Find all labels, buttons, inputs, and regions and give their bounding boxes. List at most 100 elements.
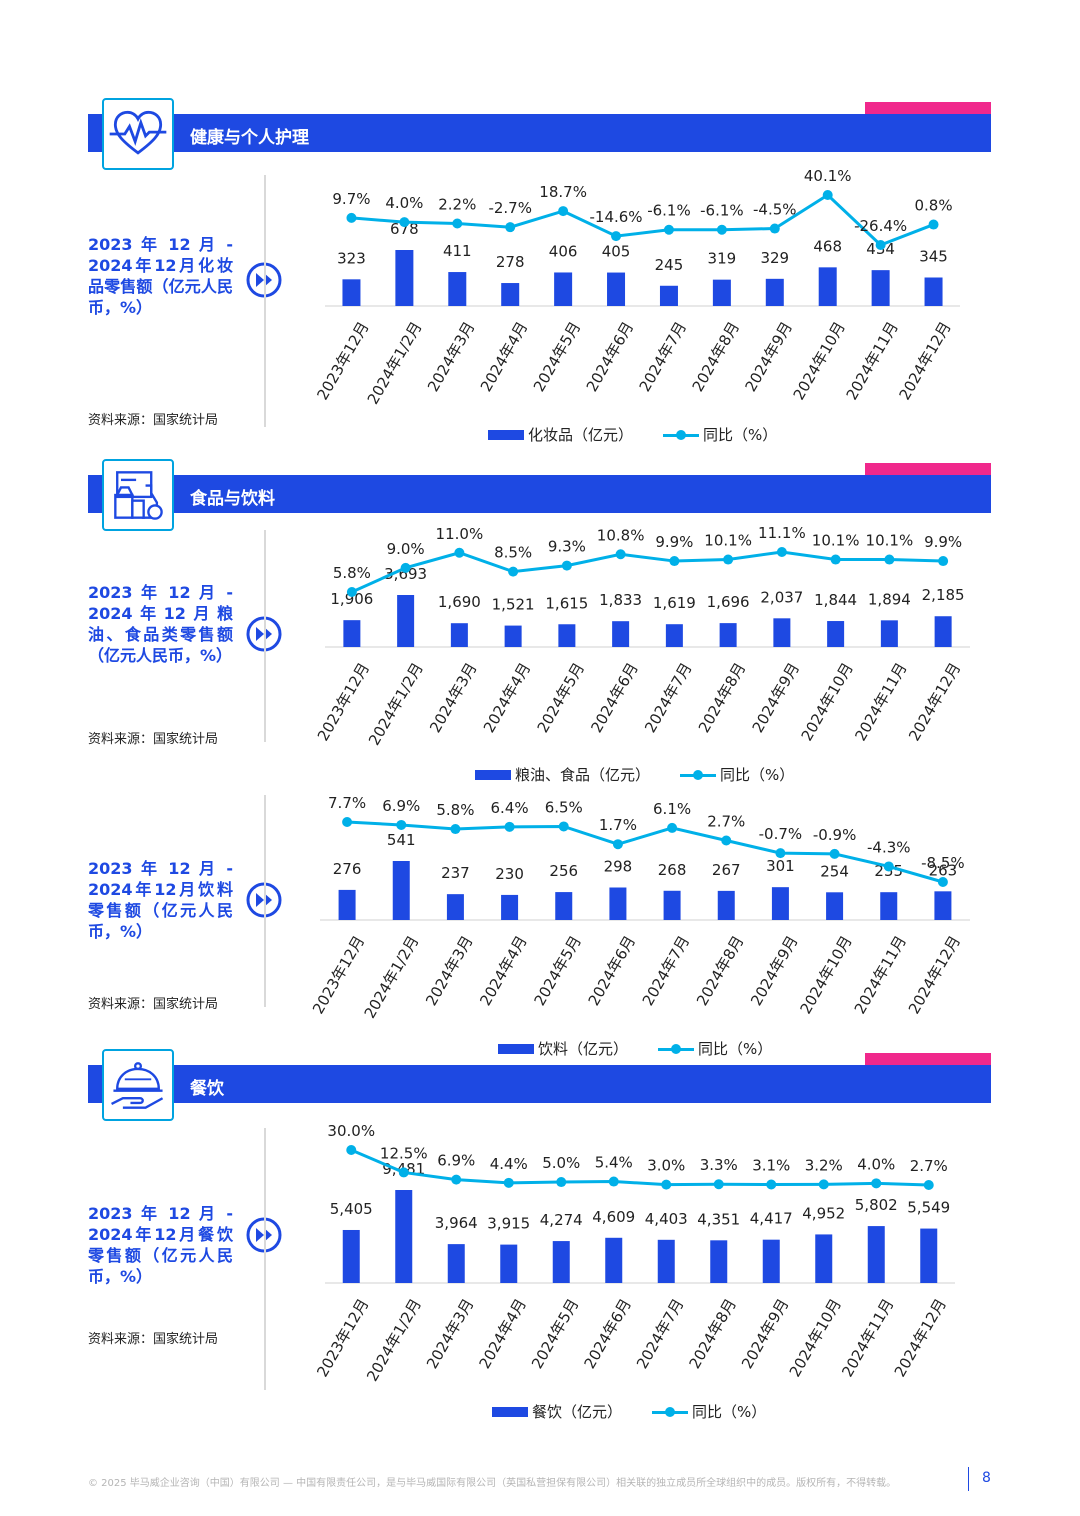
bar-value-label: 263	[929, 861, 958, 879]
bar-value-label: 256	[549, 862, 578, 880]
x-tick-label: 2024年10月	[798, 660, 857, 745]
legend-line-label: 同比（%）	[720, 766, 795, 784]
yoy-point	[723, 554, 734, 565]
bar	[924, 277, 943, 306]
yoy-point	[721, 835, 732, 846]
bar	[762, 1239, 780, 1283]
x-tick-label: 2024年6月	[583, 319, 637, 395]
x-tick-label: 2024年11月	[838, 1296, 897, 1381]
yoy-value-label: 1.7%	[599, 816, 637, 834]
chart-svg: 3236784112784064052453193294684343459.7%…	[313, 167, 960, 408]
bar	[826, 892, 844, 920]
bar	[663, 890, 681, 920]
yoy-value-label: 8.5%	[494, 544, 532, 562]
data-source: 资料来源：国家统计局	[88, 413, 219, 428]
bar	[717, 890, 735, 920]
bar-value-label: 1,844	[814, 591, 857, 609]
yoy-point	[766, 1179, 777, 1190]
divider	[264, 795, 266, 1007]
yoy-value-label: 30.0%	[327, 1122, 375, 1140]
bar-value-label: 4,351	[697, 1210, 740, 1228]
x-tick-label: 2024年4月	[480, 660, 534, 736]
yoy-point	[661, 1179, 672, 1190]
x-tick-label: 2024年3月	[426, 660, 480, 736]
yoy-point	[716, 224, 727, 235]
x-tick-label: 2024年8月	[685, 1296, 739, 1372]
yoy-value-label: 5.0%	[542, 1154, 580, 1172]
yoy-point	[829, 848, 840, 859]
legend-bar-swatch	[475, 769, 511, 780]
yoy-point	[505, 222, 516, 233]
bar-value-label: 237	[441, 864, 470, 882]
chart-description-beverage: 2023 年 12 月 - 2024年12月饮料零售额（亿元人民币，%）	[88, 859, 233, 941]
yoy-point	[883, 861, 894, 872]
yoy-line	[351, 193, 935, 247]
legend-item-line: 同比（%）	[658, 1038, 772, 1059]
bar	[501, 894, 519, 920]
bar-value-label: 411	[443, 242, 472, 260]
yoy-point	[775, 848, 786, 859]
cloche-icon	[102, 1049, 174, 1121]
legend-item-line: 同比（%）	[652, 1401, 766, 1422]
x-tick-label: 2024年8月	[693, 933, 747, 1009]
yoy-value-label: 9.0%	[387, 540, 425, 558]
yoy-value-label: 10.1%	[704, 532, 752, 550]
bar-value-label: 1,906	[330, 590, 373, 608]
bar	[612, 621, 630, 647]
x-tick-label: 2023年12月	[314, 660, 373, 745]
yoy-value-label: 40.1%	[804, 167, 852, 185]
x-tick-label: 2023年12月	[313, 1296, 372, 1381]
divider	[264, 175, 266, 427]
yoy-value-label: -8.5%	[921, 854, 965, 872]
x-tick-label: 2024年5月	[534, 660, 588, 736]
yoy-value-label: 3.0%	[647, 1157, 685, 1175]
yoy-value-label: 4.0%	[857, 1155, 895, 1173]
yoy-value-label: 5.4%	[595, 1154, 633, 1172]
yoy-value-label: 11.1%	[758, 524, 806, 542]
yoy-point	[556, 1177, 567, 1188]
x-tick-label: 2023年12月	[313, 319, 372, 404]
yoy-value-label: 5.8%	[436, 801, 474, 819]
x-tick-label: 2024年12月	[905, 660, 964, 745]
x-tick-label: 2024年4月	[475, 1296, 529, 1372]
bar	[880, 892, 898, 920]
legend-line-swatch	[663, 428, 700, 442]
yoy-value-label: 10.1%	[812, 532, 860, 550]
legend-line-label: 同比（%）	[692, 1403, 767, 1421]
section-band-food	[88, 475, 991, 513]
bar	[765, 278, 784, 306]
bar	[343, 620, 361, 647]
legend-line-swatch	[652, 1405, 689, 1419]
legend-item-bar: 粮油、食品（亿元）	[475, 764, 650, 785]
yoy-point	[615, 549, 626, 560]
bar-value-label: 323	[337, 249, 366, 267]
x-tick-label: 2024年7月	[633, 1296, 687, 1372]
yoy-line	[350, 1148, 929, 1187]
legend-bar-swatch	[488, 429, 524, 440]
bar	[450, 623, 468, 647]
bar	[609, 887, 627, 920]
bar-value-label: 268	[658, 861, 687, 879]
data-source: 资料来源：国家统计局	[88, 1332, 219, 1347]
yoy-value-label: 2.7%	[707, 813, 745, 831]
bar-value-label: 276	[333, 860, 362, 878]
legend-grain: 粮油、食品（亿元） 同比（%）	[475, 764, 816, 785]
x-tick-label: 2024年7月	[639, 933, 693, 1009]
bar-value-label: 4,417	[750, 1210, 793, 1228]
yoy-value-label: 3.1%	[752, 1156, 790, 1174]
yoy-point	[342, 817, 353, 827]
x-tick-label: 2024年9月	[738, 1296, 792, 1372]
chart-grain-food: 1,906 3,693 1,690 1,521 1,615 1,833 1,619 1,696…	[300, 524, 980, 749]
bar	[392, 861, 410, 920]
bar	[558, 624, 576, 647]
x-tick-label: 2024年9月	[742, 319, 796, 395]
legend-item-bar: 饮料（亿元）	[498, 1038, 628, 1059]
yoy-point	[451, 1174, 462, 1185]
bar-value-label: 319	[708, 250, 737, 268]
bar	[446, 894, 464, 920]
bar-value-label: 3,915	[487, 1215, 530, 1233]
yoy-value-label: 9.9%	[655, 533, 693, 551]
yoy-value-label: 7.7%	[328, 794, 366, 812]
yoy-value-label: 9.3%	[548, 538, 586, 556]
bar	[447, 1244, 465, 1283]
